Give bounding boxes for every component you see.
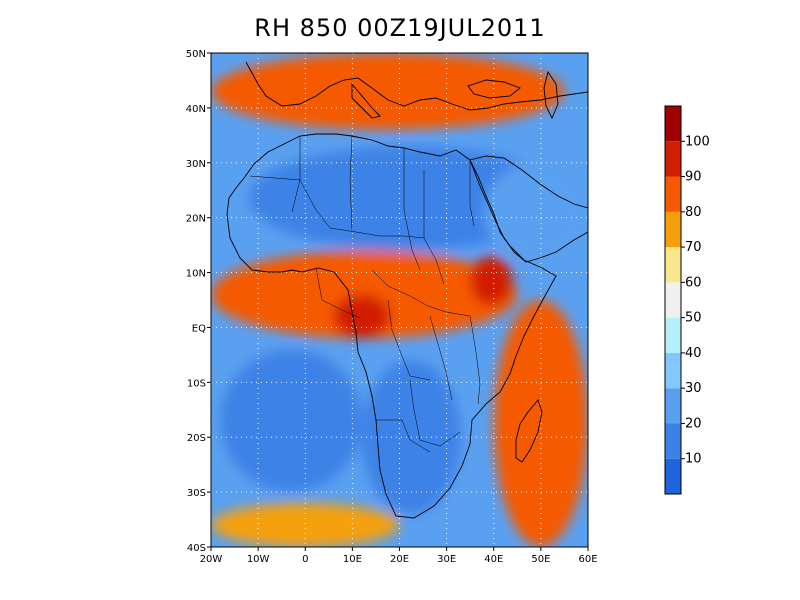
- y-axis: 50N 40N 30N 20N 10N EQ 10S 20S 30S 40S: [186, 49, 211, 554]
- y-tick-label: 40S: [187, 543, 206, 554]
- x-tick-label: 20W: [200, 554, 223, 565]
- colorbar-tick-label: 30: [685, 381, 702, 396]
- x-tick-label: 20E: [390, 554, 409, 565]
- y-tick-label: 40N: [186, 104, 206, 115]
- x-tick-label: 10W: [247, 554, 270, 565]
- colorbar-swatch: [665, 106, 681, 142]
- x-tick-label: 10E: [343, 554, 362, 565]
- y-tick-label: 10N: [186, 269, 206, 280]
- europe-coastline: [245, 61, 588, 111]
- colorbar-swatch: [665, 388, 681, 424]
- x-tick-label: 0: [302, 554, 308, 565]
- x-axis: 20W 10W 0 10E 20E 30E 40E 50E 60E: [200, 547, 598, 565]
- y-tick-label: 30N: [186, 159, 206, 170]
- colorbar-swatch: [665, 423, 681, 459]
- field-region-sahel-moist: [211, 250, 518, 339]
- field-region-southern-atlantic-dry: [220, 349, 362, 493]
- y-tick-label: 20N: [186, 214, 206, 225]
- colorbar: 10 20 30 40 50 60 70 80 90 100: [664, 105, 710, 495]
- field-region-south-atlantic-moist: [211, 503, 400, 547]
- colorbar-frame: [664, 105, 682, 495]
- field-region-mediterranean-moist: [211, 53, 565, 130]
- caspian-coastline: [543, 70, 559, 120]
- country-borders: [249, 135, 481, 453]
- arabia-coastline: [469, 155, 588, 263]
- page-title: RH 850 00Z19JUL2011: [254, 14, 546, 42]
- italy-coastline: [351, 82, 381, 119]
- colorbar-tick-label: 60: [685, 275, 702, 290]
- colorbar-swatch: [665, 247, 681, 283]
- y-tick-label: 30S: [187, 488, 206, 499]
- field-region-north-africa-dry: [248, 146, 565, 251]
- colorbar-tick-label: 80: [685, 205, 702, 220]
- y-tick-label: 20S: [187, 433, 206, 444]
- x-tick-label: 50E: [531, 554, 550, 565]
- field-region-ethiopia-core: [470, 256, 513, 306]
- colorbar-tick-label: 40: [685, 346, 702, 361]
- x-tick-label: 40E: [484, 554, 503, 565]
- colorbar-tick-label: 100: [685, 134, 710, 149]
- colorbar-tick-label: 70: [685, 240, 702, 255]
- africa-coastline: [226, 133, 557, 519]
- colorbar-tick-label: 10: [685, 452, 702, 467]
- map-panel: [210, 52, 589, 548]
- madagascar-coastline: [515, 399, 543, 463]
- y-tick-label: 50N: [186, 49, 206, 60]
- black-sea-coastline: [467, 79, 521, 99]
- x-tick-label: 60E: [578, 554, 597, 565]
- coastlines: [226, 61, 588, 519]
- colorbar-swatch: [665, 211, 681, 248]
- colorbar-swatch: [665, 352, 681, 389]
- rh-field: [211, 53, 588, 547]
- colorbar-swatch: [665, 282, 681, 318]
- colorbar-tick-label: 90: [685, 170, 702, 185]
- colorbar-tick-label: 20: [685, 416, 702, 431]
- y-tick-label: 10S: [187, 378, 206, 389]
- y-tick-label: EQ: [192, 323, 206, 334]
- colorbar-swatch: [665, 458, 681, 494]
- colorbar-tick-label: 50: [685, 311, 702, 326]
- field-region-arabia-dry: [484, 162, 588, 262]
- field-region-congo-core: [333, 294, 391, 339]
- colorbar-swatch: [665, 176, 681, 212]
- x-tick-label: 30E: [437, 554, 456, 565]
- colorbar-swatch: [665, 141, 681, 177]
- colorbar-swatch: [665, 317, 681, 353]
